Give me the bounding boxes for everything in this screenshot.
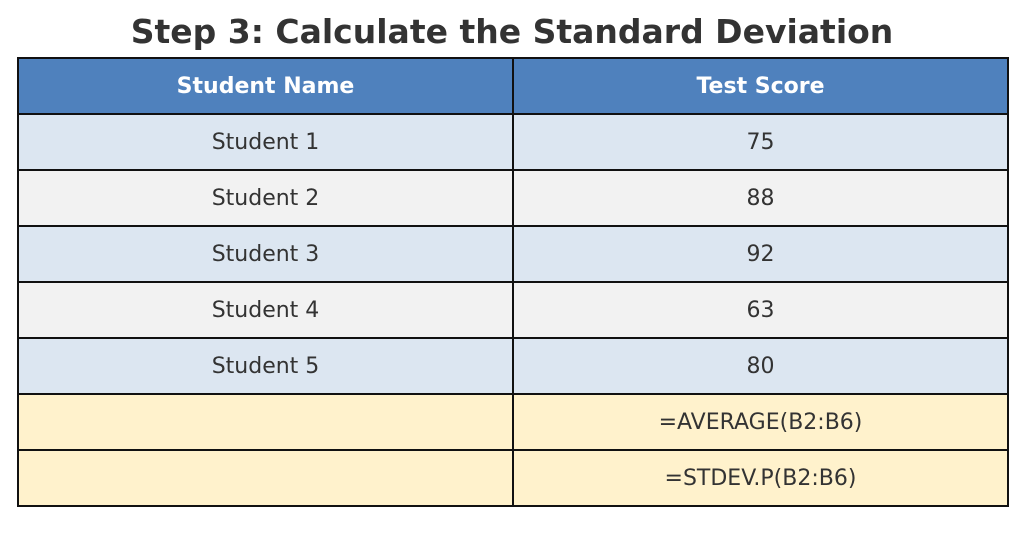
cell-student-name: Student 2 bbox=[17, 169, 514, 227]
cell-stdev-formula: =STDEV.P(B2:B6) bbox=[512, 449, 1009, 507]
cell-test-score: 88 bbox=[512, 169, 1009, 227]
cell-empty bbox=[17, 393, 514, 451]
cell-student-name: Student 1 bbox=[17, 113, 514, 171]
column-header-test-score: Test Score bbox=[512, 57, 1009, 115]
cell-average-formula: =AVERAGE(B2:B6) bbox=[512, 393, 1009, 451]
data-table: Student Name Test Score Student 1 75 Stu… bbox=[17, 57, 1009, 507]
table-row: Student 1 75 bbox=[17, 113, 1009, 171]
formula-row-stdev: =STDEV.P(B2:B6) bbox=[17, 449, 1009, 507]
cell-test-score: 75 bbox=[512, 113, 1009, 171]
table-row: Student 3 92 bbox=[17, 225, 1009, 283]
cell-empty bbox=[17, 449, 514, 507]
cell-test-score: 63 bbox=[512, 281, 1009, 339]
formula-row-average: =AVERAGE(B2:B6) bbox=[17, 393, 1009, 451]
page-title: Step 3: Calculate the Standard Deviation bbox=[130, 12, 894, 51]
table-row: Student 5 80 bbox=[17, 337, 1009, 395]
cell-student-name: Student 5 bbox=[17, 337, 514, 395]
cell-test-score: 80 bbox=[512, 337, 1009, 395]
cell-student-name: Student 3 bbox=[17, 225, 514, 283]
cell-test-score: 92 bbox=[512, 225, 1009, 283]
table-row: Student 2 88 bbox=[17, 169, 1009, 227]
cell-student-name: Student 4 bbox=[17, 281, 514, 339]
header-row: Student Name Test Score bbox=[17, 57, 1009, 115]
column-header-student-name: Student Name bbox=[17, 57, 514, 115]
table-row: Student 4 63 bbox=[17, 281, 1009, 339]
